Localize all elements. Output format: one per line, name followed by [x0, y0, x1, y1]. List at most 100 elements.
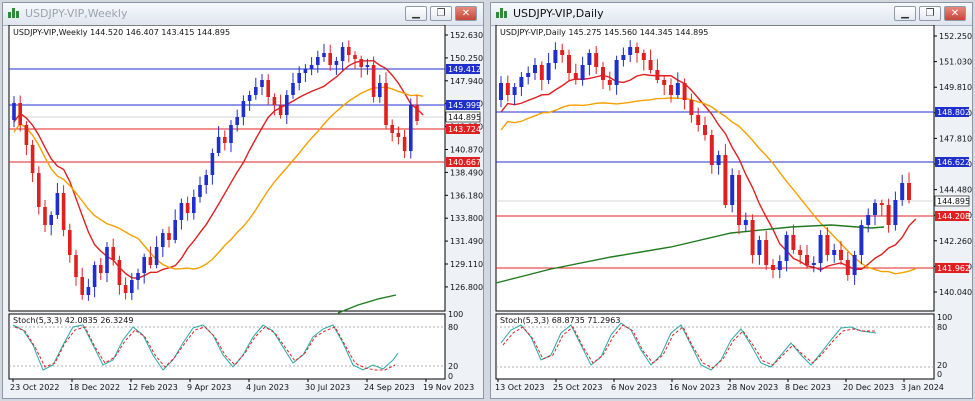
candle: [601, 62, 605, 90]
weekly-chart-window[interactable]: USDJPY-VIP,Weekly ▁ ❐ ✕ USDJPY-VIP,Weekl…: [2, 2, 484, 399]
price-tag-label: 141.962: [937, 264, 970, 273]
candle: [247, 90, 252, 111]
x-axis-label: 30 Jul 2023: [305, 383, 350, 392]
restore-button[interactable]: ❐: [919, 6, 941, 21]
close-button[interactable]: ✕: [455, 6, 477, 21]
candle-body: [192, 197, 196, 213]
candle: [743, 212, 748, 232]
candle-body: [92, 265, 97, 287]
minimize-button[interactable]: ▁: [894, 6, 916, 21]
candle-body: [204, 175, 208, 185]
weekly-price-chart[interactable]: USDJPY-VIP,Weekly 144.520 146.407 143.41…: [3, 25, 483, 398]
restore-button[interactable]: ❐: [430, 6, 452, 21]
candle: [526, 66, 531, 85]
y-axis-label: 147.810: [939, 134, 972, 143]
candle: [402, 130, 407, 159]
current-price-tag: [445, 111, 481, 123]
candle-body: [784, 235, 789, 261]
daily-chart-window[interactable]: USDJPY-VIP,Daily ▁ ❐ ✕ USDJPY-VIP,Daily …: [490, 2, 973, 399]
candle: [43, 199, 47, 232]
ma-slow-line: [500, 97, 917, 275]
x-axis-label: 24 Sep 2023: [364, 383, 415, 392]
stoch-level-20: 20: [937, 361, 947, 370]
candle-body: [730, 175, 735, 205]
candle: [546, 52, 551, 84]
candle: [142, 253, 146, 284]
daily-price-chart[interactable]: USDJPY-VIP,Daily 145.275 145.560 144.345…: [491, 25, 972, 398]
candle: [130, 273, 134, 301]
candle-body: [811, 263, 816, 265]
candle-body: [580, 65, 585, 80]
price-tag: [446, 157, 480, 167]
candle-body: [241, 101, 246, 117]
candle: [873, 199, 877, 226]
candle: [347, 40, 351, 63]
candle: [185, 196, 190, 221]
candle: [852, 250, 857, 285]
stoch-signal-line: [502, 324, 876, 369]
candle-body: [303, 69, 308, 73]
candle-body: [587, 53, 592, 65]
candle-body: [845, 260, 850, 275]
candle-body: [737, 175, 741, 225]
y-axis-label: 152.630: [450, 31, 483, 40]
candle-body: [359, 59, 363, 67]
candle: [689, 93, 694, 123]
x-axis-label: 18 Dec 2022: [69, 383, 120, 392]
candle: [614, 55, 619, 95]
candle-body: [601, 67, 605, 80]
candle-body: [628, 47, 633, 55]
candle-body: [560, 50, 565, 55]
candle-body: [750, 220, 755, 255]
chart-icon: [495, 7, 509, 19]
minimize-button[interactable]: ▁: [405, 6, 427, 21]
candle: [322, 43, 326, 62]
candle-body: [167, 233, 171, 240]
candle: [328, 44, 332, 71]
candle: [105, 242, 109, 283]
candle: [111, 238, 115, 266]
candle-body: [365, 65, 370, 67]
daily-title-bar[interactable]: USDJPY-VIP,Daily ▁ ❐ ✕: [491, 3, 972, 26]
candle: [866, 208, 871, 233]
candle-body: [716, 155, 721, 165]
candle: [641, 49, 646, 71]
candle: [573, 63, 578, 85]
candle-body: [805, 255, 809, 265]
candle: [216, 126, 221, 157]
x-axis-label: 9 Apr 2023: [187, 383, 231, 392]
stoch-main-line: [12, 324, 399, 371]
candle-body: [709, 135, 714, 165]
x-axis-label: 16 Nov 2023: [669, 383, 720, 392]
candle-body: [859, 225, 864, 255]
candle-body: [347, 47, 351, 55]
current-price-tag: [934, 195, 970, 207]
weekly-title-bar[interactable]: USDJPY-VIP,Weekly ▁ ❐ ✕: [3, 3, 483, 26]
candle-body: [334, 61, 339, 65]
candle: [204, 169, 208, 194]
candle: [771, 259, 775, 279]
candle: [254, 77, 258, 100]
ma-long-line: [337, 294, 397, 314]
candle: [12, 96, 16, 128]
close-button[interactable]: ✕: [944, 6, 966, 21]
candle-body: [390, 125, 394, 133]
candle: [241, 95, 246, 126]
candle: [303, 64, 308, 83]
candle: [791, 224, 796, 254]
candle: [533, 57, 537, 80]
candle: [635, 42, 639, 63]
candle: [415, 95, 419, 126]
current-price-label: 144.895: [448, 113, 481, 122]
candle-body: [86, 287, 91, 295]
x-axis-label: 23 Oct 2022: [10, 383, 59, 392]
candle: [291, 72, 295, 99]
y-axis-label: 150.250: [450, 54, 483, 63]
x-axis-label: 28 Nov 2023: [727, 383, 778, 392]
candle-body: [402, 137, 407, 151]
candle: [655, 59, 660, 84]
y-axis-label: 131.490: [450, 237, 483, 246]
candle: [900, 174, 905, 206]
candle: [859, 220, 864, 265]
candle-body: [378, 83, 382, 97]
